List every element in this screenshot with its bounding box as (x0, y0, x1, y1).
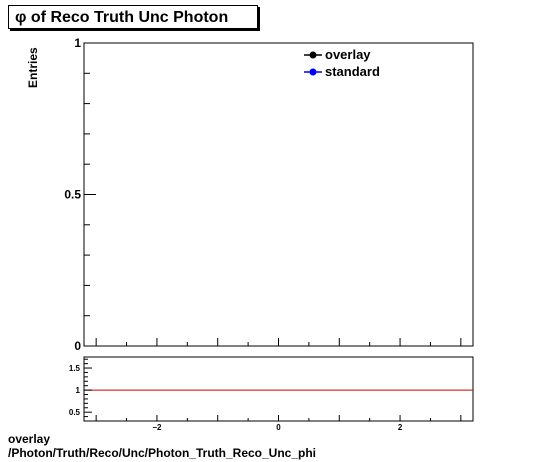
main-y-ticks: 00.51 (64, 36, 96, 353)
legend-label-overlay: overlay (325, 47, 371, 62)
chart-title: φ of Reco Truth Unc Photon (8, 5, 258, 29)
ratio-x-tick-label: 0 (276, 423, 281, 432)
main-y-tick-label: 1 (74, 36, 81, 50)
ratio-y-tick-label: 1 (76, 386, 81, 395)
main-y-axis-label: Entries (26, 47, 40, 88)
ratio-x-tick-label: −2 (152, 423, 162, 432)
ratio-plot-frame (83, 356, 474, 422)
main-plot-frame (83, 42, 474, 347)
legend-marker-overlay (309, 51, 317, 59)
ratio-x-tick-label: 2 (398, 423, 403, 432)
legend-label-standard: standard (325, 64, 380, 79)
main-x-ticks (95, 338, 462, 346)
ratio-x-ticks: −2 0 2 (95, 415, 462, 432)
main-y-tick-label: 0 (74, 339, 81, 353)
legend: overlay standard (304, 47, 380, 79)
ratio-y-tick-label: 1.5 (69, 364, 81, 373)
footer-run-label: overlay (8, 432, 51, 446)
footer-histogram-path: /Photon/Truth/Reco/Unc/Photon_Truth_Reco… (8, 446, 317, 460)
ratio-y-ticks: 0.5 1 1.5 (69, 358, 92, 417)
legend-marker-standard (309, 68, 317, 76)
ratio-y-tick-label: 0.5 (69, 408, 81, 417)
main-y-tick-label: 0.5 (64, 188, 81, 202)
